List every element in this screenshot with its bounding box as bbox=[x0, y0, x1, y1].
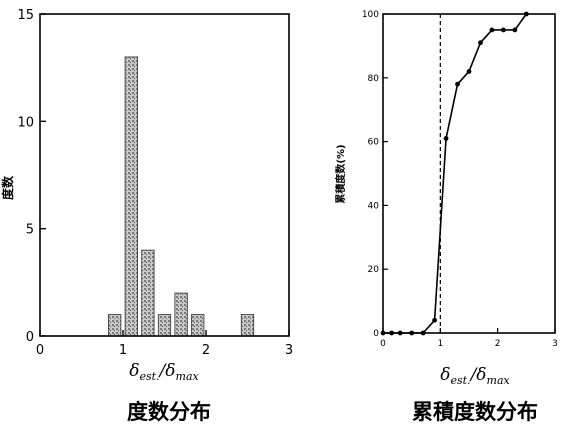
y-tick-label: 60 bbox=[368, 138, 380, 148]
x-tick-label: 0 bbox=[36, 343, 44, 358]
y-tick-label: 5 bbox=[26, 223, 34, 238]
histogram-bar bbox=[124, 56, 138, 337]
y-tick-label: 100 bbox=[362, 10, 379, 20]
right-chart-caption: 累積度数分布 bbox=[412, 400, 538, 424]
histogram-bar bbox=[174, 292, 188, 337]
histogram-bar bbox=[157, 314, 172, 337]
left-plot-frame bbox=[39, 13, 290, 337]
y-tick-label: 0 bbox=[26, 330, 34, 345]
x-tick-label: 1 bbox=[437, 339, 443, 349]
data-point bbox=[420, 330, 426, 336]
histogram-bar bbox=[108, 314, 122, 337]
data-point bbox=[389, 330, 394, 336]
y-tick-label: 15 bbox=[17, 8, 34, 23]
histogram-bar bbox=[141, 249, 155, 337]
x-tick-label: 2 bbox=[495, 339, 501, 349]
data-point bbox=[455, 81, 460, 87]
y-tick-label: 40 bbox=[368, 201, 380, 211]
cumulative-frequency-chart: 0 1 2 3 0 20 40 60 80 100 累積度数(%) δest./δmax bbox=[334, 10, 558, 387]
x-tick-label: 0 bbox=[380, 339, 386, 349]
data-point bbox=[478, 40, 483, 46]
left-y-axis-label: 度数 bbox=[0, 175, 15, 200]
y-tick-label: 20 bbox=[368, 265, 380, 275]
left-x-axis-label: δest./δmax bbox=[129, 361, 199, 383]
y-tick-label: 10 bbox=[17, 115, 34, 130]
histogram-bar bbox=[191, 314, 205, 337]
data-point bbox=[409, 330, 415, 336]
data-point bbox=[523, 11, 529, 17]
x-tick-label: 3 bbox=[285, 343, 293, 358]
right-plot-frame bbox=[382, 13, 556, 334]
data-point bbox=[489, 27, 495, 33]
histogram-bar bbox=[240, 314, 255, 337]
x-tick-label: 3 bbox=[552, 339, 558, 349]
data-point bbox=[466, 69, 472, 74]
x-tick-label: 2 bbox=[202, 343, 210, 358]
right-x-axis-label: δest./δmax bbox=[440, 365, 510, 387]
frequency-histogram: 0 1 2 3 0 5 10 15 度数 δest./δmax bbox=[0, 8, 293, 383]
data-point bbox=[501, 27, 506, 33]
cumulative-series-line bbox=[383, 13, 527, 334]
y-tick-label: 0 bbox=[373, 329, 379, 339]
data-point bbox=[443, 136, 449, 141]
left-chart-caption: 度数分布 bbox=[127, 400, 211, 424]
data-point bbox=[432, 317, 437, 323]
data-point bbox=[397, 330, 403, 336]
x-tick-label: 1 bbox=[119, 343, 127, 358]
right-y-axis-label: 累積度数(%) bbox=[334, 144, 347, 203]
data-point bbox=[512, 27, 518, 33]
y-tick-label: 80 bbox=[368, 74, 380, 84]
